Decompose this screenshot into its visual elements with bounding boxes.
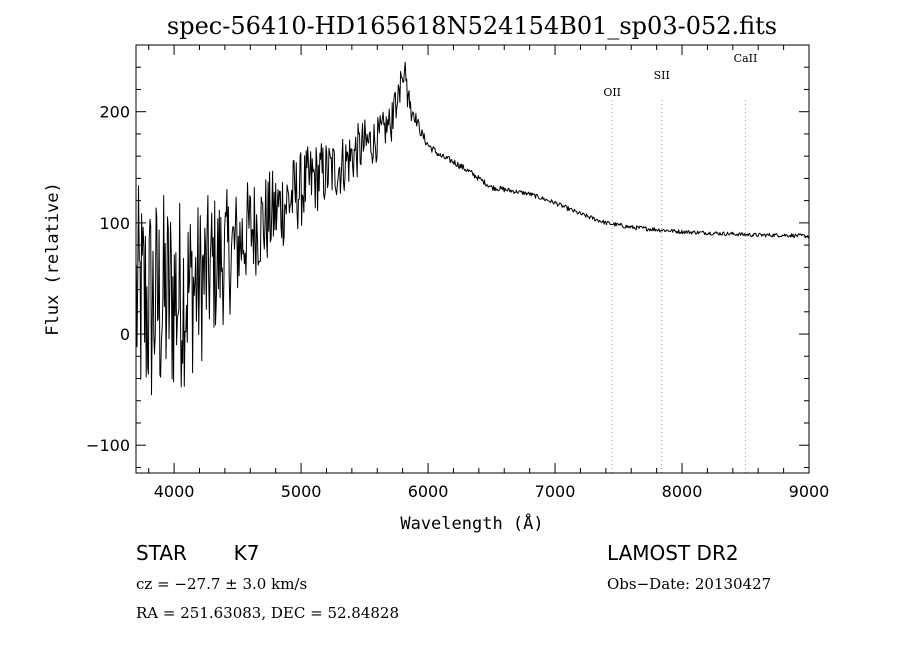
plot-frame: [135, 44, 810, 474]
spectrum-line: [135, 61, 810, 396]
x-axis-label: Wavelength (Å): [400, 512, 543, 534]
y-tick-label: 0: [120, 325, 130, 344]
object-subclass: K7: [233, 541, 260, 565]
x-tick-label: 5000: [281, 482, 322, 501]
redshift-cz: cz = −27.7 ± 3.0 km/s: [136, 575, 308, 593]
x-tick-label: 7000: [535, 482, 576, 501]
y-tick-label: −100: [86, 436, 130, 455]
spectral-line-label: CaII: [734, 52, 758, 65]
observation-date: Obs−Date: 20130427: [607, 575, 772, 593]
y-axis-label: Flux (relative): [43, 182, 63, 336]
x-tick-label: 9000: [789, 482, 830, 501]
survey-name: LAMOST DR2: [607, 541, 739, 565]
spectral-line-markers: OII SII CaII: [603, 52, 757, 473]
x-tick-label: 8000: [662, 482, 703, 501]
spectrum-series: [135, 61, 810, 396]
spectral-line-label: OII: [603, 86, 621, 99]
spectral-line-label: SII: [654, 69, 670, 82]
coordinates: RA = 251.63083, DEC = 52.84828: [136, 604, 400, 622]
y-tick-label: 200: [99, 103, 130, 122]
chart-title: spec-56410-HD165618N524154B01_sp03-052.f…: [167, 12, 777, 40]
x-tick-label: 4000: [154, 482, 195, 501]
object-class: STAR K7: [136, 541, 260, 565]
axis-ticks: 4000 5000 6000 7000 8000 9000 −100 0 100 200: [86, 44, 830, 501]
y-tick-label: 100: [99, 214, 130, 233]
object-type: STAR: [136, 541, 187, 565]
x-tick-label: 6000: [408, 482, 449, 501]
